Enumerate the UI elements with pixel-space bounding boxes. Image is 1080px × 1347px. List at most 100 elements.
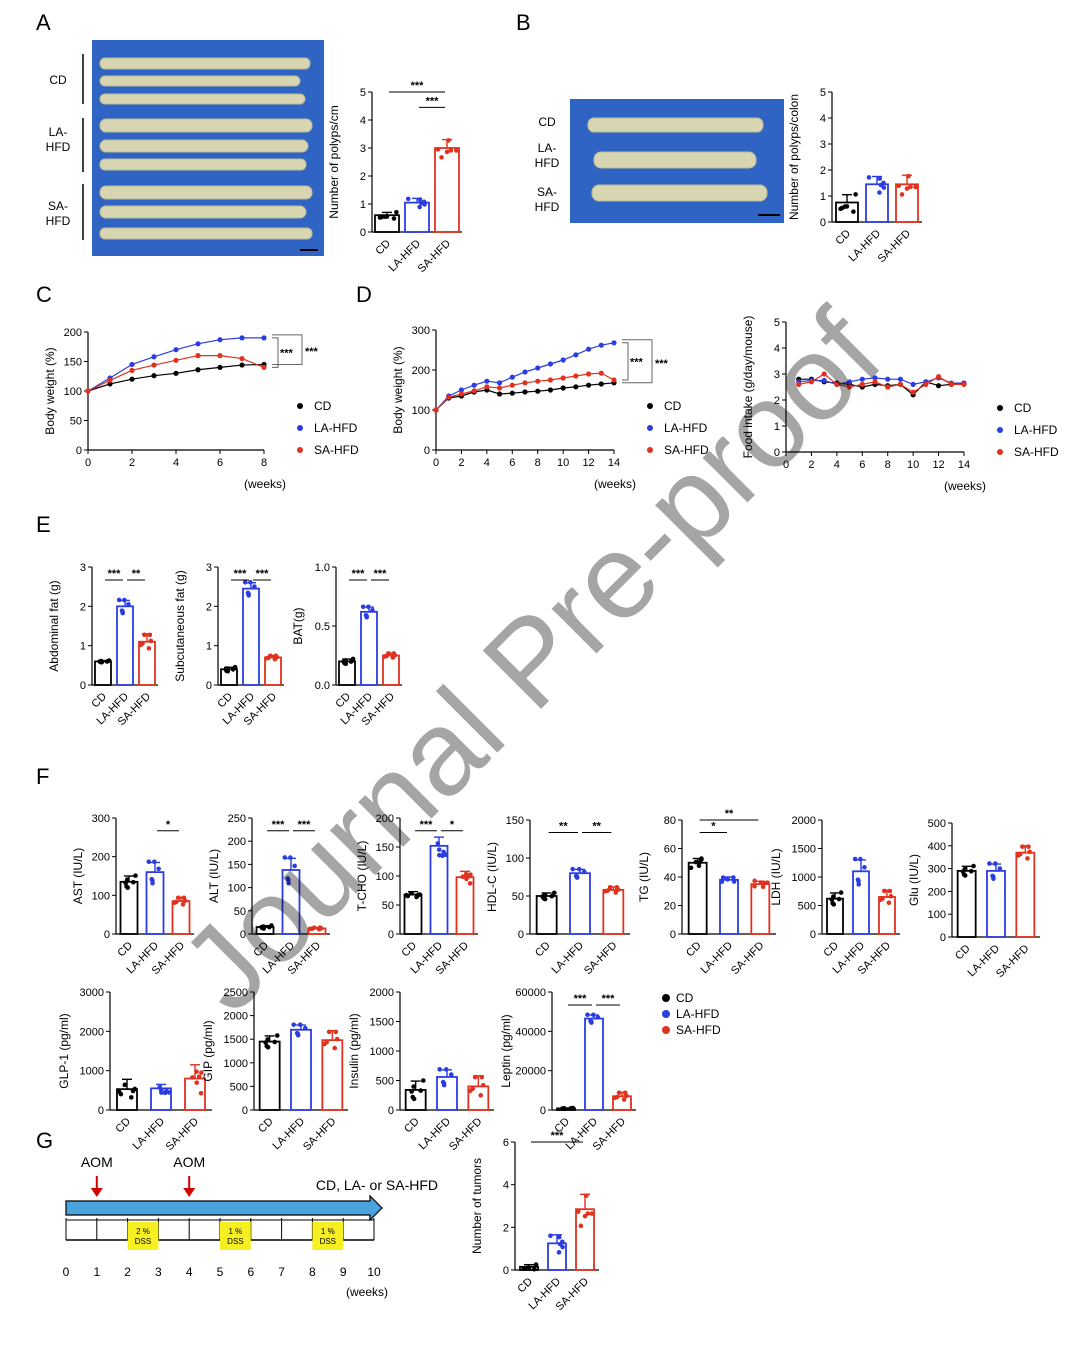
- significance-label: ***: [108, 568, 122, 580]
- x-tick-label: SA-HFD: [301, 1116, 338, 1153]
- data-point: [104, 659, 110, 664]
- data-point: [836, 896, 842, 902]
- data-point: [124, 884, 129, 889]
- timeline-tick-label: 5: [217, 1265, 224, 1279]
- legend-label: CD: [1014, 401, 1032, 415]
- bar: [242, 587, 260, 686]
- series-point: [910, 389, 916, 395]
- significance-label: ***: [630, 356, 644, 368]
- y-tick-label: 50: [70, 416, 82, 428]
- data-point: [556, 1234, 562, 1240]
- legend: CD LA-HFD SA-HFD: [662, 991, 721, 1037]
- y-tick-label: 2000: [224, 1011, 248, 1023]
- data-point: [719, 879, 725, 884]
- bar: [403, 893, 423, 935]
- dss-box: [220, 1222, 251, 1250]
- y-tick-label: 0: [206, 680, 212, 692]
- series-point: [471, 388, 477, 394]
- data-point: [142, 632, 147, 638]
- significance-label: ***: [280, 348, 294, 360]
- aom-label: AOM: [81, 1154, 113, 1170]
- dss-box: [312, 1222, 344, 1250]
- significance-label: ***: [574, 993, 588, 1005]
- timeline-tick-label: 9: [340, 1265, 347, 1279]
- y-axis-label: GIP (pg/ml): [201, 1020, 215, 1081]
- x-tick-label: CD: [373, 238, 393, 258]
- x-tick-label: 2: [458, 457, 464, 469]
- chart-F_ins: 0 500 1000 1500 2000 Insulin (pg/ml) CDLA-HFDS…: [347, 987, 494, 1153]
- legend-marker-cd: [662, 994, 670, 1002]
- y-tick-label: 4: [774, 343, 780, 355]
- data-point: [348, 659, 354, 664]
- x-tick-label: 14: [608, 457, 620, 469]
- y-tick-label: 5: [774, 317, 780, 329]
- data-point: [533, 1262, 539, 1267]
- legend-marker: [997, 405, 1003, 411]
- y-tick-label: 100: [92, 890, 110, 902]
- data-point: [439, 155, 444, 160]
- significance-label: ***: [374, 568, 388, 580]
- bar: [687, 861, 708, 935]
- significance-label: ***: [420, 819, 434, 831]
- timeline-tick-label: 8: [309, 1265, 316, 1279]
- x-tick-label: CD: [399, 940, 419, 960]
- y-tick-label: 50: [512, 891, 524, 903]
- data-point: [962, 866, 968, 872]
- data-point: [437, 852, 442, 858]
- data-point: [411, 1084, 416, 1089]
- data-point: [360, 604, 366, 610]
- data-point: [267, 924, 272, 930]
- data-point: [245, 590, 251, 596]
- data-point: [291, 1022, 297, 1027]
- series-point: [821, 371, 827, 377]
- series-point: [129, 376, 135, 382]
- series-point: [547, 377, 554, 383]
- data-point: [612, 1095, 618, 1101]
- y-tick-label: 200: [64, 327, 82, 339]
- data-point: [437, 1067, 443, 1072]
- data-point: [557, 1241, 563, 1247]
- y-tick-label: 2: [80, 601, 86, 613]
- significance-label: **: [559, 821, 568, 833]
- colon-sample: [99, 205, 307, 219]
- bar: [1015, 851, 1036, 938]
- data-point: [454, 148, 459, 153]
- series-point: [885, 376, 891, 382]
- data-point: [408, 890, 414, 896]
- series-point: [446, 394, 452, 400]
- x-axis-label: (weeks): [944, 479, 986, 493]
- colon-sample: [591, 184, 768, 202]
- data-point: [175, 895, 181, 901]
- data-point: [418, 1088, 424, 1093]
- data-point: [576, 866, 582, 872]
- significance-bracket: [622, 342, 629, 381]
- y-tick-label: 4: [360, 115, 366, 127]
- data-point: [899, 192, 905, 197]
- y-tick-label: 20000: [515, 1066, 546, 1078]
- series-point: [560, 375, 566, 381]
- data-point: [190, 1075, 195, 1080]
- series-point: [935, 383, 942, 389]
- y-tick-label: 60000: [515, 987, 546, 999]
- legend-marker: [997, 449, 1003, 455]
- data-point: [391, 216, 397, 221]
- data-point: [838, 890, 844, 895]
- y-tick-label: 150: [376, 842, 394, 854]
- data-point: [116, 597, 122, 603]
- x-tick-label: 0: [433, 457, 439, 469]
- data-point: [264, 1043, 270, 1049]
- data-point: [908, 184, 913, 190]
- series-point: [484, 384, 490, 390]
- significance-label: ***: [272, 819, 286, 831]
- aom-arrow-head: [90, 1188, 103, 1197]
- data-point: [436, 847, 442, 852]
- y-tick-label: 1: [360, 199, 366, 211]
- y-axis-label: Food intake (g/day/mouse): [741, 316, 755, 459]
- label-line: HFD: [535, 200, 560, 214]
- data-point: [156, 866, 161, 872]
- series-point: [846, 379, 853, 385]
- x-tick-label: 4: [173, 457, 179, 469]
- bar: [264, 656, 282, 686]
